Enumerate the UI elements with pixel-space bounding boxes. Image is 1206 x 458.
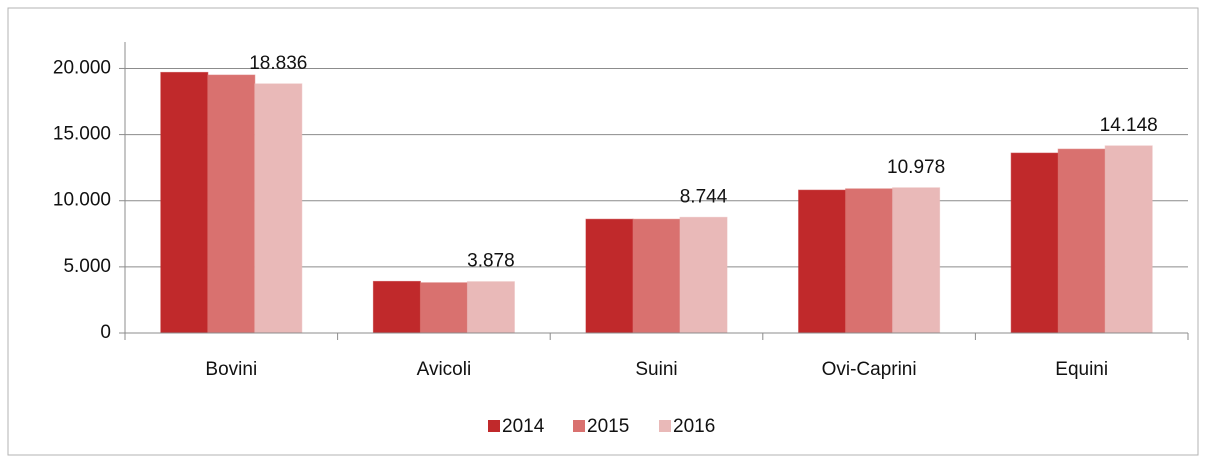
bar xyxy=(1010,152,1059,334)
bar xyxy=(1057,148,1106,334)
bar xyxy=(372,280,421,334)
data-label: 18.836 xyxy=(249,53,307,74)
legend-label: 2014 xyxy=(502,416,545,437)
data-label: 3.878 xyxy=(467,251,515,272)
data-label: 10.978 xyxy=(887,157,945,178)
bar xyxy=(632,218,681,334)
bar xyxy=(419,282,468,334)
bar xyxy=(679,216,728,334)
y-tick-label: 0 xyxy=(100,322,111,343)
data-label: 8.744 xyxy=(680,186,728,207)
legend-label: 2015 xyxy=(587,416,629,437)
x-tick-label: Equini xyxy=(1055,359,1108,380)
bar xyxy=(845,188,894,334)
x-tick-label: Avicoli xyxy=(417,359,472,380)
legend-swatch xyxy=(659,420,671,432)
y-tick-label: 20.000 xyxy=(53,57,111,78)
legend-swatch xyxy=(573,420,585,432)
data-label: 14.148 xyxy=(1100,115,1158,136)
x-tick-label: Bovini xyxy=(205,359,257,380)
y-tick-label: 10.000 xyxy=(53,190,111,211)
bar xyxy=(254,83,303,334)
y-tick-label: 15.000 xyxy=(53,124,111,145)
y-tick-label: 5.000 xyxy=(63,256,111,277)
bar xyxy=(160,71,209,334)
x-tick-label: Suini xyxy=(635,359,677,380)
bar xyxy=(798,189,847,334)
bar xyxy=(466,281,515,334)
legend-swatch xyxy=(488,420,500,432)
bar xyxy=(207,74,256,334)
bar xyxy=(892,187,941,334)
x-tick-label: Ovi-Caprini xyxy=(822,359,917,380)
bar xyxy=(585,218,634,334)
legend-label: 2016 xyxy=(673,416,715,437)
bar xyxy=(1104,145,1153,334)
